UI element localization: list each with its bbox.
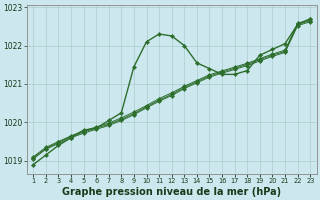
X-axis label: Graphe pression niveau de la mer (hPa): Graphe pression niveau de la mer (hPa) <box>62 187 281 197</box>
